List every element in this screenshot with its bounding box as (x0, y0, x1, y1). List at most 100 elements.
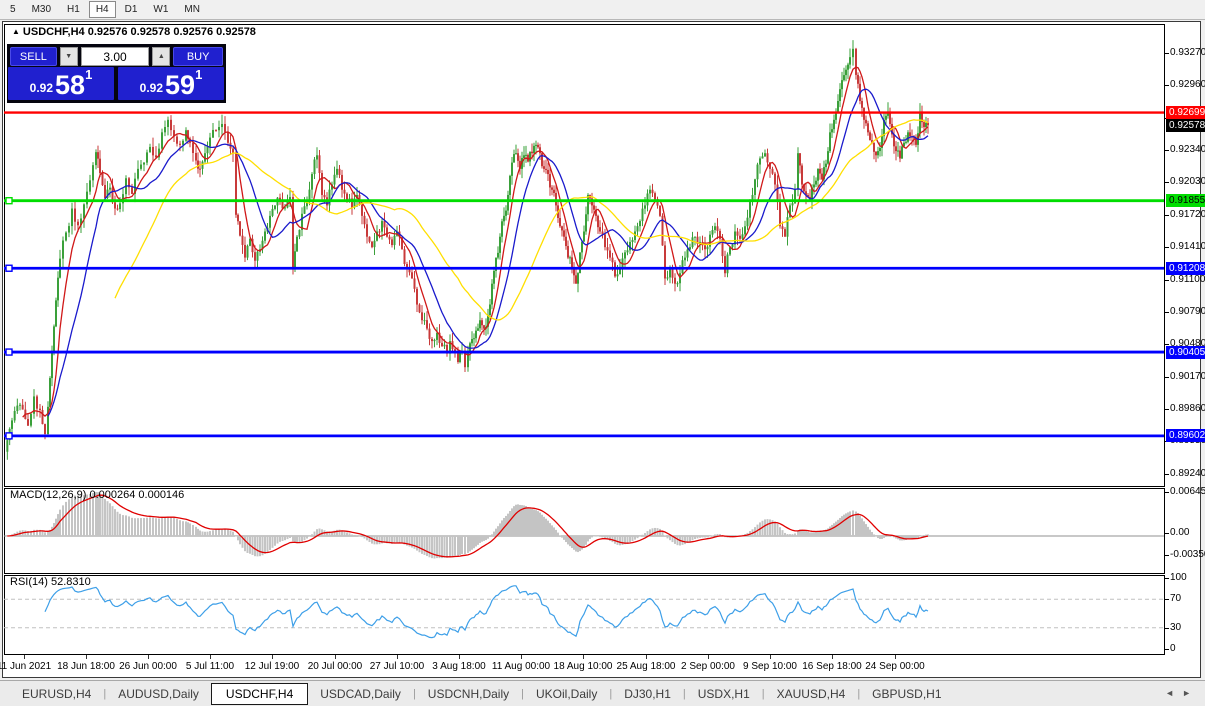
chart-tab-USDX[interactable]: USDX,H1 (697, 686, 750, 701)
time-axis-tick (583, 655, 584, 659)
rsi-axis-label: 100 (1170, 572, 1187, 583)
rsi-series (4, 585, 1164, 639)
time-axis-tick (397, 655, 398, 659)
chart-tab-USDCAD[interactable]: USDCAD,Daily (320, 686, 401, 701)
tab-scroll-left-icon[interactable]: ◄ (1165, 688, 1183, 698)
time-axis-tick (646, 655, 647, 659)
time-axis-tick (832, 655, 833, 659)
price-axis-tick (1164, 344, 1169, 345)
price-tick-label: 0.91100 (1170, 274, 1205, 285)
pane-border (4, 575, 1165, 655)
timeframe-button-5[interactable]: 5 (10, 4, 16, 15)
time-axis-label: 3 Aug 18:00 (432, 661, 486, 672)
rsi-axis-tick (1164, 578, 1169, 579)
macd-indicator-label: MACD(12,26,9) 0.000264 0.000146 (10, 489, 185, 501)
current-price-label: 0.92578 (1166, 119, 1205, 132)
price-tick-label: 0.90480 (1170, 338, 1205, 349)
level-price-label: 0.91855 (1166, 194, 1205, 207)
volume-input[interactable]: 3.00 (80, 47, 150, 66)
time-axis-tick (210, 655, 211, 659)
price-axis-tick (1164, 474, 1169, 475)
time-axis-tick (335, 655, 336, 659)
rsi-axis-label: 0 (1170, 643, 1176, 654)
chart-tab-XAUUSD[interactable]: XAUUSD,H4 (776, 686, 846, 701)
sell-price-pip: 1 (85, 67, 93, 82)
sell-button[interactable]: SELL (10, 47, 57, 66)
level-handle[interactable] (5, 197, 13, 205)
chart-canvas[interactable] (2, 21, 1203, 678)
price-tick-label: 0.90790 (1170, 306, 1205, 317)
timeframe-button-H1[interactable]: H1 (67, 4, 80, 15)
chart-tab-UKOil[interactable]: UKOil,Daily (536, 686, 598, 701)
chart-tab-DJ30[interactable]: DJ30,H1 (624, 686, 671, 701)
sell-price-prefix: 0.92 (29, 81, 54, 95)
chart-tab-EURUSD[interactable]: EURUSD,H4 (22, 686, 92, 701)
rsi-axis-label: 70 (1170, 593, 1182, 604)
sell-price-digits: 58 (55, 70, 86, 100)
price-tick-label: 0.92960 (1170, 79, 1205, 90)
time-axis-tick (770, 655, 771, 659)
volume-increase-button[interactable]: ▲ (152, 47, 171, 66)
buy-button[interactable]: BUY (173, 47, 224, 66)
level-price-label: 0.91208 (1166, 262, 1205, 275)
price-tick-label: 0.89860 (1170, 403, 1205, 414)
price-tick-label: 0.89240 (1170, 468, 1205, 479)
time-axis-label: 26 Jun 00:00 (119, 661, 177, 672)
timeframe-button-MN[interactable]: MN (184, 4, 200, 15)
price-tick-label: 0.90170 (1170, 371, 1205, 382)
timeframe-toolbar: 5 M30 H1 H4 D1 W1 MN (0, 0, 1205, 20)
candlestick-series (6, 40, 929, 460)
time-axis-tick (24, 655, 25, 659)
tab-scroll-right-icon[interactable]: ► (1182, 688, 1199, 698)
macd-axis-label: -0.00350 (1170, 549, 1205, 560)
time-axis-label: 2 Sep 00:00 (681, 661, 735, 672)
level-handle[interactable] (5, 264, 13, 272)
chart-tab-USDCHF[interactable]: USDCHF,H4 (210, 682, 309, 705)
time-axis-label: 5 Jul 11:00 (185, 661, 235, 672)
time-axis-label: 12 Jul 19:00 (244, 661, 300, 672)
timeframe-button-M30[interactable]: M30 (31, 4, 52, 15)
tab-scroll-arrows[interactable]: ◄► (1165, 688, 1199, 698)
macd-axis-label: 0.006451 (1170, 486, 1205, 497)
macd-axis-label: 0.00 (1170, 527, 1190, 538)
sell-price-box[interactable]: 0.92 58 1 (8, 67, 114, 100)
price-axis-tick (1164, 409, 1169, 410)
pane-border (4, 24, 1165, 487)
moving-average-7 (22, 66, 929, 418)
chart-tab-AUDUSD[interactable]: AUDUSD,Daily (118, 686, 199, 701)
timeframe-button-H4[interactable]: H4 (88, 1, 116, 18)
time-axis-label: 11 Aug 00:00 (491, 661, 551, 672)
level-price-label: 0.92699 (1166, 106, 1205, 119)
tab-separator: | (857, 687, 861, 700)
pane-border (4, 488, 1165, 574)
timeframe-button-W1[interactable]: W1 (153, 4, 169, 15)
moving-average-42 (114, 119, 929, 321)
chart-window (2, 21, 1201, 678)
price-axis-tick (1164, 247, 1169, 248)
chart-tab-USDCNH[interactable]: USDCNH,Daily (427, 686, 510, 701)
time-axis-tick (272, 655, 273, 659)
rsi-axis-tick (1164, 628, 1169, 629)
rsi-axis-label: 30 (1170, 622, 1182, 633)
arrow-up-icon: ▲ (157, 53, 165, 60)
moving-average-16 (47, 88, 929, 417)
buy-price-pip: 1 (195, 67, 203, 82)
price-axis-tick (1164, 150, 1169, 151)
buy-price-box[interactable]: 0.92 59 1 (118, 67, 224, 100)
chart-tab-bar: EURUSD,H4 | AUDUSD,Daily USDCHF,H4 USDCAD,Da… (0, 680, 1205, 706)
time-axis-label: 16 Sep 18:00 (802, 661, 862, 672)
volume-decrease-button[interactable]: ▼ (59, 47, 78, 66)
timeframe-button-D1[interactable]: D1 (124, 4, 138, 15)
price-tick-label: 0.91720 (1170, 209, 1205, 220)
chart-tab-GBPUSD[interactable]: GBPUSD,H1 (872, 686, 942, 701)
price-tick-label: 0.92030 (1170, 176, 1205, 187)
tab-separator: | (609, 687, 613, 700)
price-axis-tick (1164, 182, 1169, 183)
price-axis-tick (1164, 85, 1169, 86)
level-price-label: 0.89602 (1166, 429, 1205, 442)
time-axis-label: 20 Jul 00:00 (307, 661, 363, 672)
buy-price-digits: 59 (165, 70, 196, 100)
level-handle[interactable] (5, 432, 13, 440)
level-handle[interactable] (5, 348, 13, 356)
